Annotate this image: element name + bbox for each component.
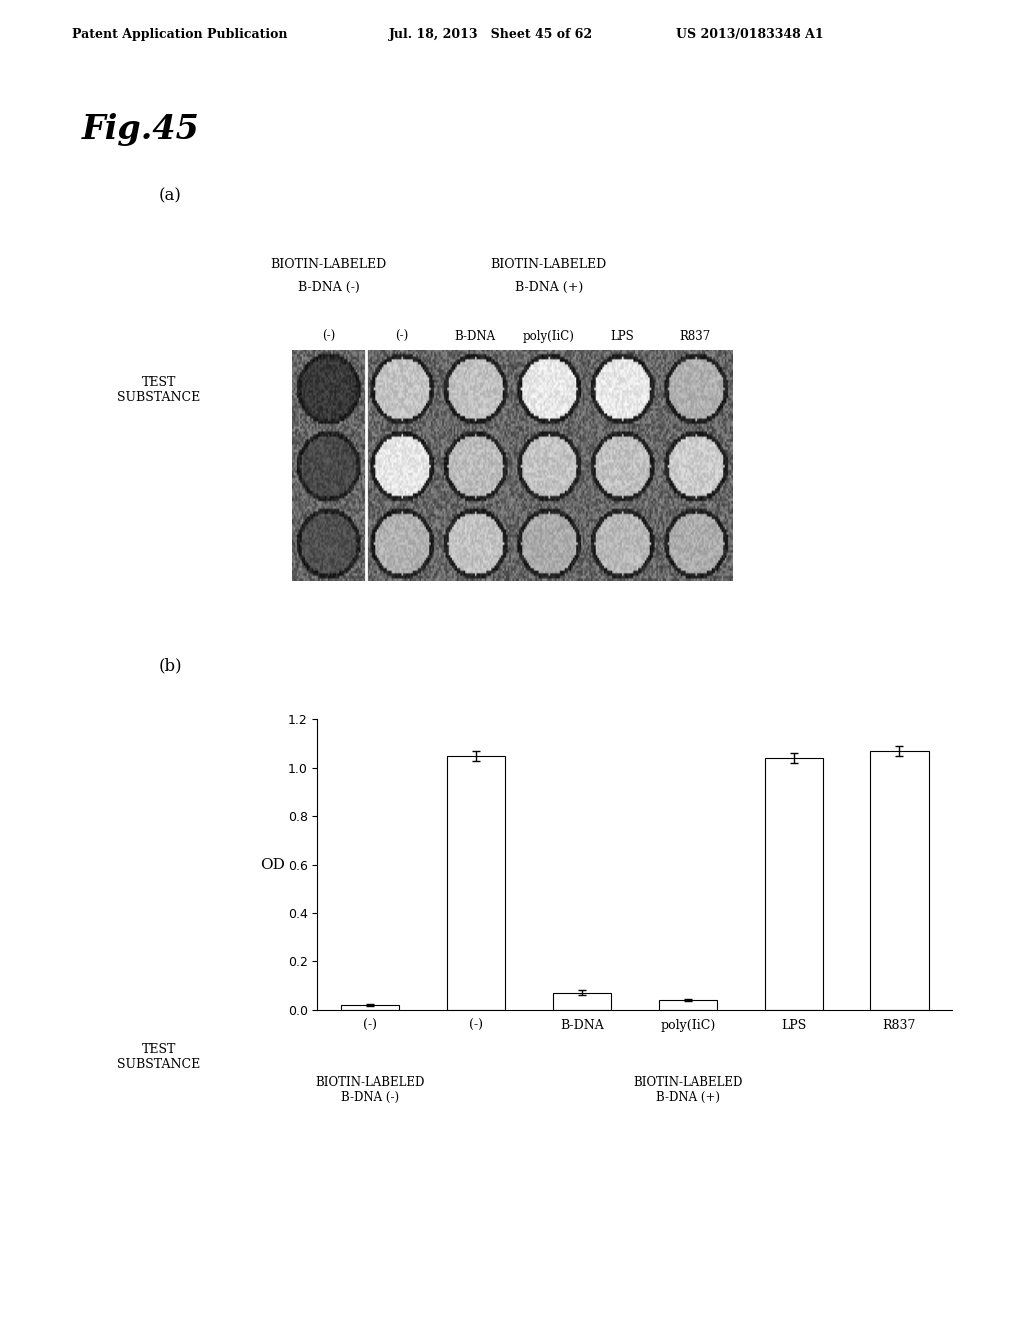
Text: R837: R837	[680, 330, 711, 343]
Y-axis label: OD: OD	[260, 858, 286, 871]
Bar	[341, 1005, 399, 1010]
Bar	[658, 1001, 717, 1010]
Bar	[765, 758, 822, 1010]
Text: Patent Application Publication: Patent Application Publication	[72, 28, 287, 41]
Text: TEST
SUBSTANCE: TEST SUBSTANCE	[117, 376, 201, 404]
Text: LPS: LPS	[610, 330, 634, 343]
Text: B-DNA: B-DNA	[455, 330, 496, 343]
Text: poly(IiC): poly(IiC)	[523, 330, 574, 343]
Text: BIOTIN-LABELED
B-DNA (+): BIOTIN-LABELED B-DNA (+)	[633, 1076, 742, 1104]
Text: BIOTIN-LABELED: BIOTIN-LABELED	[490, 257, 607, 271]
Text: B-DNA (-): B-DNA (-)	[298, 281, 359, 294]
Bar	[447, 755, 505, 1010]
Text: BIOTIN-LABELED: BIOTIN-LABELED	[270, 257, 387, 271]
Bar	[870, 751, 929, 1010]
Text: Jul. 18, 2013   Sheet 45 of 62: Jul. 18, 2013 Sheet 45 of 62	[389, 28, 593, 41]
Text: (-): (-)	[322, 330, 335, 343]
Text: (a): (a)	[159, 187, 181, 205]
Bar	[553, 993, 611, 1010]
Text: US 2013/0183348 A1: US 2013/0183348 A1	[676, 28, 823, 41]
Text: BIOTIN-LABELED
B-DNA (-): BIOTIN-LABELED B-DNA (-)	[315, 1076, 425, 1104]
Text: (b): (b)	[159, 657, 182, 675]
Text: Fig.45: Fig.45	[82, 112, 200, 145]
Text: (-): (-)	[395, 330, 409, 343]
Text: B-DNA (+): B-DNA (+)	[515, 281, 583, 294]
Text: TEST
SUBSTANCE: TEST SUBSTANCE	[117, 1043, 201, 1071]
